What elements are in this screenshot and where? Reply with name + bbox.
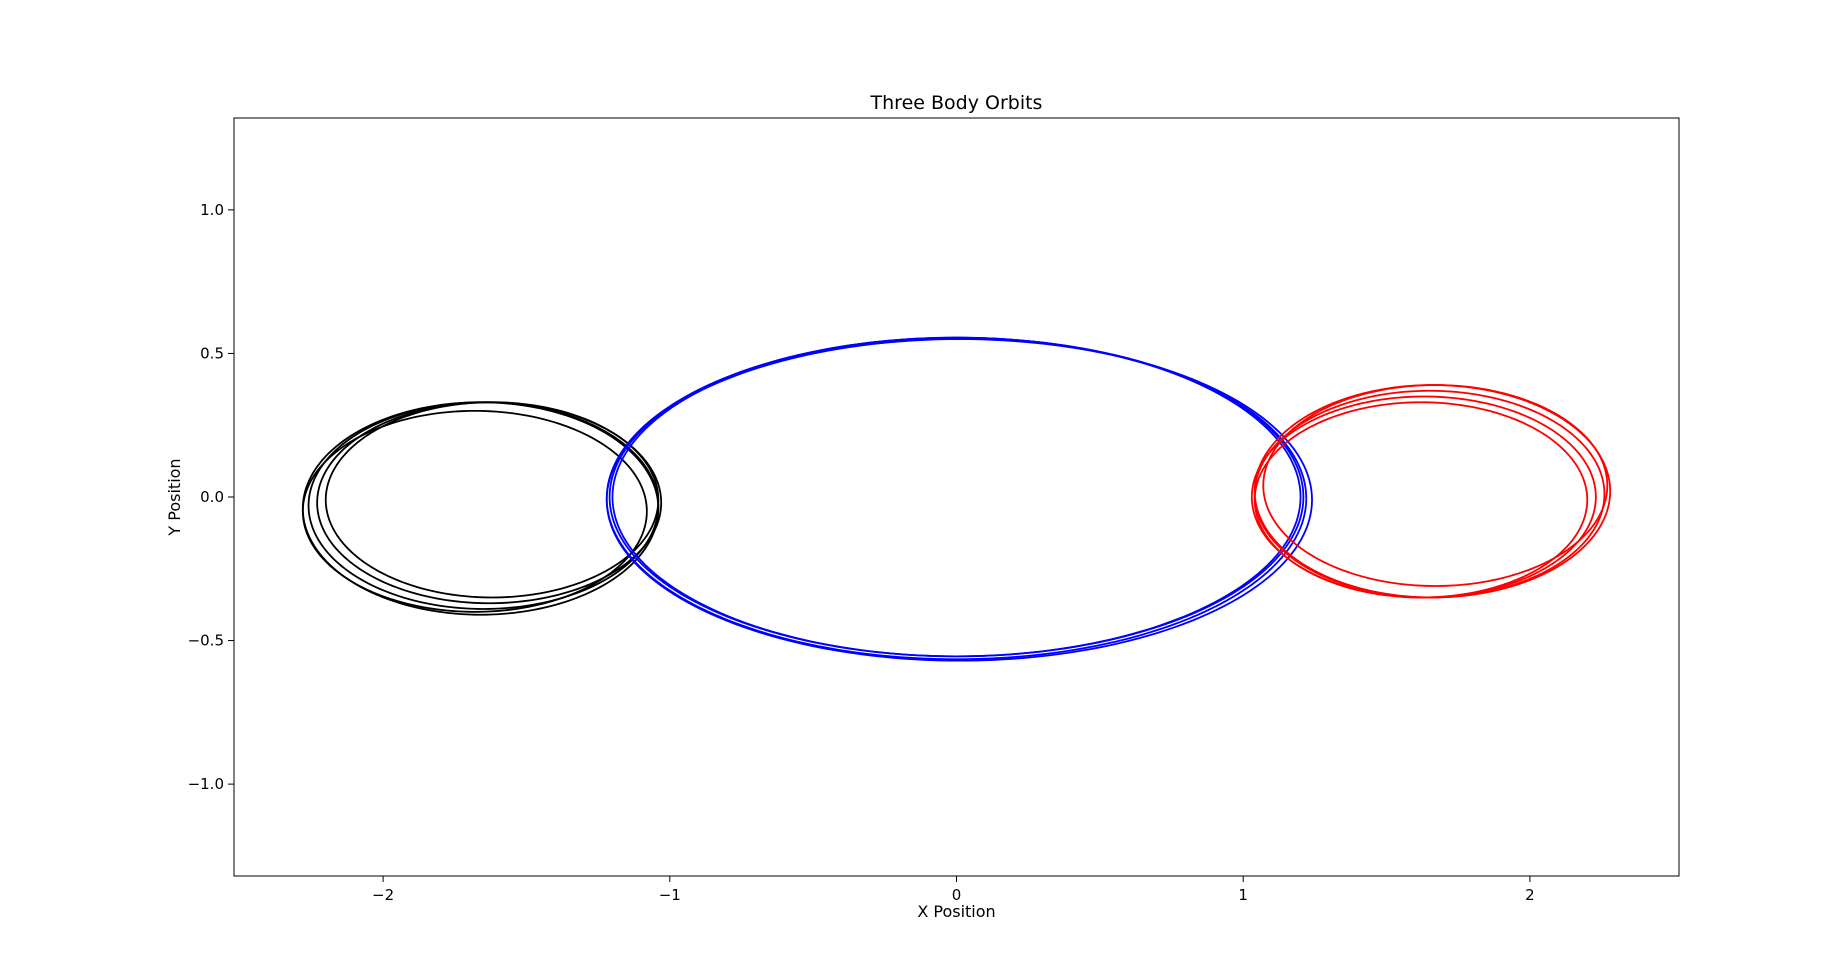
plot-area: [301, 336, 1612, 662]
series-3-orbit-5: [1262, 384, 1609, 587]
y-tick-label: 0.0: [200, 488, 224, 506]
x-tick-label: 1: [1238, 886, 1248, 904]
series-3-orbit-2: [1250, 395, 1597, 599]
y-axis-label: Y Position: [165, 458, 184, 536]
axes-frame: [233, 117, 1680, 877]
y-axis: −1.0 −0.5 0.0 0.5 1.0: [188, 201, 234, 793]
series-3: [1250, 384, 1612, 599]
series-2: [605, 336, 1313, 662]
series-2-orbit-4: [605, 338, 1313, 662]
series-1-orbit-2: [316, 401, 663, 605]
x-axis: −2 −1 0 1 2: [372, 876, 1535, 904]
chart-title: Three Body Orbits: [870, 92, 1043, 114]
y-tick-label: 1.0: [200, 201, 224, 219]
x-tick-label: 0: [952, 886, 962, 904]
y-tick-label: 0.5: [200, 344, 224, 362]
y-tick-label: −0.5: [188, 632, 224, 650]
x-tick-label: −1: [659, 886, 681, 904]
x-tick-label: 2: [1525, 886, 1535, 904]
series-1-orbit-5: [301, 409, 648, 613]
series-1: [301, 401, 663, 616]
y-tick-label: −1.0: [188, 775, 224, 793]
x-tick-label: −2: [372, 886, 394, 904]
x-axis-label: X Position: [917, 902, 995, 921]
